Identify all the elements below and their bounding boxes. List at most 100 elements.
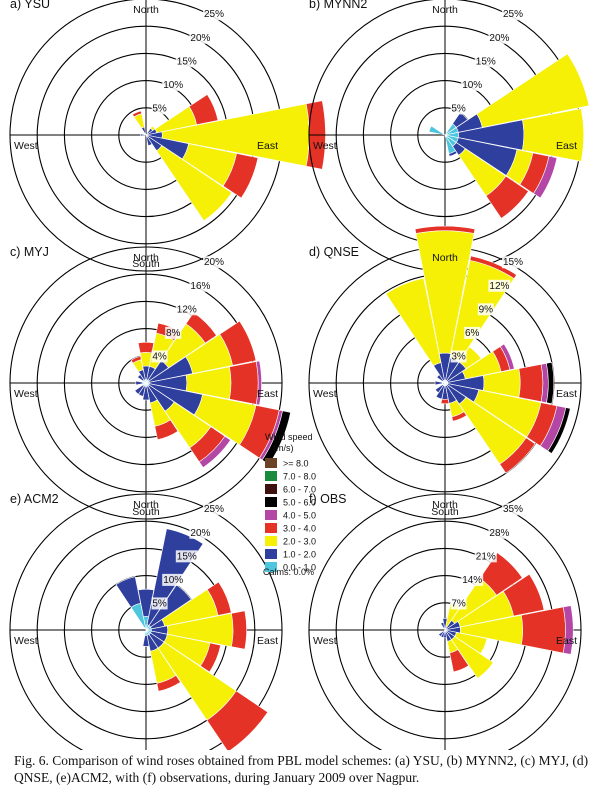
ring-label: 5% [152,103,167,114]
wind-speed-legend: Wind speed(m/s) >= 8.0 7.0 - 8.0 6.0 - 7.0 5… [263,432,316,577]
petal-112.5-bin-2 [454,631,488,655]
panel-title: b) MYNN2 [309,0,367,11]
ring-label-bg [502,503,524,516]
ring-label: 5% [451,103,466,114]
petal-112.5-bin-5 [547,407,571,454]
petal-157.5-bin-1 [145,134,153,147]
ring-label-bg [203,503,225,516]
west-label: West [313,388,337,400]
petal-157.5-bin-3 [156,674,181,692]
ring-label: 15% [503,257,523,268]
ring-label: 15% [177,551,197,562]
ring-label: 6% [465,328,480,339]
petal-135-bin-4 [198,435,231,468]
ring-label-bg [151,350,168,363]
ring-label: 15% [177,56,197,67]
legend-item: 7.0 - 8.0 [283,472,316,482]
wind-rose-panel-6: 7%14%21%28%35%NorthSouthEastWestf) OBS [308,492,582,750]
petal-22.5-bin-3 [469,255,517,280]
ring-label-bg [175,550,198,563]
west-label: West [313,635,337,647]
petal-270-bin-1 [135,380,144,386]
ring-label: 10% [462,80,482,91]
ring-label: 8% [166,328,181,339]
north-label: North [432,499,458,511]
petal-90-bin-5 [546,361,555,405]
petal-45-bin-3 [479,552,523,596]
north-label: North [133,4,159,16]
petal-67.5-bin-4 [499,343,515,371]
ring-label: 4% [152,351,167,362]
ring-label-bg [474,55,497,68]
legend-item: 6.0 - 7.0 [283,485,316,495]
petal-67.5-bin-3 [502,573,545,617]
ring-label-bg [162,78,185,91]
ring-label: 16% [190,281,210,292]
ring-label: 35% [503,504,523,515]
north-label: North [432,4,458,16]
legend-item: 2.0 - 3.0 [283,537,316,547]
legend-swatch [265,536,277,546]
ring-label-bg [461,573,484,586]
petal-337.5-bin-1 [141,126,147,136]
petal-90-bin-4 [562,605,574,655]
petal-157.5-bin-3 [451,411,467,422]
west-label: West [14,635,38,647]
west-label: West [313,140,337,152]
petal-0-bin-3 [137,341,155,354]
ring-label: 25% [204,504,224,515]
ring-label-bg [175,55,198,68]
ring-label-bg [450,350,467,363]
petal-90-bin-3 [229,361,259,405]
ring-label-bg [189,31,212,44]
legend-item: 5.0 - 6.0 [283,498,316,508]
east-label: East [556,388,577,400]
petal-67.5-bin-3 [206,581,232,616]
legend-item: 4.0 - 5.0 [283,511,316,521]
ring-label-bg [189,526,212,539]
ring-label-bg [477,303,494,316]
ring-label-bg [175,303,198,316]
west-label: West [14,140,38,152]
petal-112.5-bin-3 [222,153,259,199]
legend-swatch [265,458,277,468]
legend-swatch [265,510,277,520]
petal-135-bin-3 [485,175,529,219]
ring-label: 20% [190,528,210,539]
petal-0-bin-3 [414,225,476,234]
petal-202.5-bin-1 [435,384,445,400]
petal-337.5-bin-2 [385,277,442,367]
ring-label-bg [203,8,225,21]
petal-45-bin-1 [148,584,192,628]
figure-caption: Fig. 6. Comparison of wind roses obtaine… [14,753,589,785]
ring-label-bg [450,597,467,610]
petal-135-bin-2 [156,145,233,222]
legend-item: 0.0 - 1.0 [283,563,316,573]
ring-label-bg [461,78,484,91]
north-label: North [432,252,458,264]
panel-title: e) ACM2 [10,492,59,506]
ring-label-bg [488,31,511,44]
ring-label-bg [165,326,182,339]
east-label: East [257,388,278,400]
petal-135-bin-2 [451,636,494,679]
petal-157.5-bin-1 [448,150,458,157]
ring-label: 3% [451,351,466,362]
ring-label-bg [151,102,168,115]
petal-90-bin-3 [231,610,247,650]
petal-337.5-bin-3 [132,110,143,118]
legend-swatch [265,549,277,559]
ring-label-bg [464,326,481,339]
wind-rose-panel-2: 5%10%15%20%25%NorthSouthEastWestb) MYNN2 [308,0,590,272]
north-label: North [133,252,159,264]
east-label: East [257,140,278,152]
petal-135-bin-3 [499,437,536,474]
ring-label-bg [162,573,185,586]
ring-label: 10% [163,80,183,91]
petal-45-bin-2 [458,346,482,370]
petal-225-bin-1 [438,629,446,637]
ring-label: 12% [489,281,509,292]
ring-label-bg [450,102,467,115]
